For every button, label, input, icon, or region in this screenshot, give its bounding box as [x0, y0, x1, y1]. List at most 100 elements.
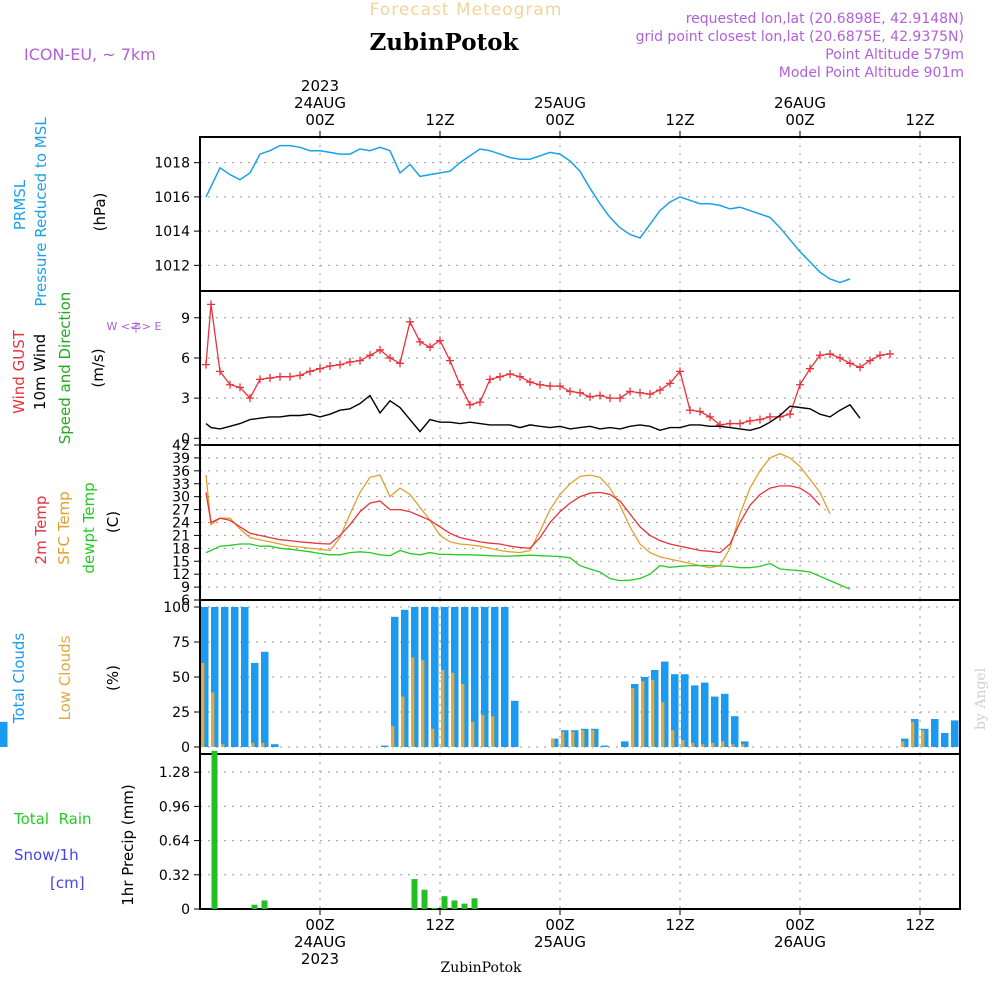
gust-marker: [366, 351, 374, 360]
gust-marker: [236, 383, 244, 392]
cloud-low-bar: [441, 670, 445, 747]
cloud-total-bar: [661, 661, 669, 747]
gust-marker: [456, 380, 464, 389]
gust-marker: [356, 356, 364, 365]
model-label: ICON-EU, ~ 7km: [24, 45, 156, 64]
y-tick-label: 9: [181, 580, 190, 596]
gust-marker: [546, 382, 554, 391]
gust-marker: [726, 419, 734, 428]
gust-marker: [656, 386, 664, 395]
gust-marker: [636, 388, 644, 397]
gust-marker: [576, 388, 584, 397]
cloud-low-bar: [411, 657, 415, 747]
y-tick-label: 0: [181, 431, 190, 447]
cloud-total-bar: [261, 651, 269, 747]
label-10m-wind: 10m Wind: [31, 334, 49, 410]
gust-marker: [596, 391, 604, 400]
gust-marker: [316, 364, 324, 373]
forecast-title: Forecast Meteogram: [370, 0, 563, 20]
gust-marker: [516, 372, 524, 381]
y-tick-label: 6: [181, 351, 190, 367]
cloud-low-bar: [251, 742, 255, 747]
y-tick-label: 0: [181, 902, 190, 918]
station-title: ZubinPotok: [370, 29, 520, 56]
y-tick-label: 18: [172, 541, 190, 557]
cloud-total-bar: [681, 674, 689, 747]
gust-marker: [216, 367, 224, 376]
gust-marker: [256, 375, 264, 384]
rain-bar: [251, 904, 258, 909]
time-label: 26AUG: [774, 933, 826, 951]
gust-marker: [406, 317, 414, 326]
compass-n: N: [130, 322, 143, 330]
time-label: 00Z: [545, 111, 574, 129]
cloud-total-bar: [231, 607, 239, 747]
cloud-total-bar: [221, 607, 229, 747]
gust-marker: [426, 343, 434, 352]
gust-marker: [336, 360, 344, 369]
cloud-total-bar: [691, 685, 699, 747]
y-tick-label: 3: [181, 391, 190, 407]
y-tick-label: 42: [172, 438, 190, 454]
gust-marker: [556, 382, 564, 391]
gust-marker: [486, 375, 494, 384]
cloud-low-bar: [721, 741, 725, 747]
model-altitude: Model Point Altitude 901m: [779, 65, 964, 81]
gust-marker: [796, 380, 804, 389]
point-altitude: Point Altitude 579m: [825, 47, 964, 63]
gust-marker: [326, 361, 334, 370]
temp2m-line: [205, 485, 821, 554]
cloud-total-bar: [431, 607, 439, 747]
cloud-total-bar: [401, 609, 409, 747]
cloud-low-bar: [571, 731, 575, 747]
label-speed-direction: Speed and Direction: [56, 292, 74, 445]
rain-bar: [471, 898, 478, 909]
cloud-low-bar: [711, 742, 715, 747]
cloud-low-bar: [731, 744, 735, 747]
cloud-total-bar: [211, 607, 219, 747]
gust-marker: [846, 359, 854, 368]
y-tick-label: 75: [172, 635, 190, 651]
gust-marker: [856, 363, 864, 372]
cloud-total-bar: [571, 730, 579, 747]
gust-marker: [202, 360, 210, 369]
panel-2: 0 3 6 9: [181, 290, 961, 447]
gust-marker: [606, 394, 614, 403]
label-total-clouds: Total Clouds: [10, 633, 28, 725]
cloud-total-bar: [271, 744, 279, 747]
y-tick-label: 0.32: [159, 868, 190, 884]
cloud-low-bar: [491, 716, 495, 747]
gust-marker: [866, 356, 874, 365]
y-tick-label: 0.64: [159, 834, 190, 850]
rain-bar: [461, 903, 468, 909]
label-hpa: (hPa): [91, 193, 109, 232]
cloud-total-bar: [941, 733, 949, 747]
y-tick-label: 9: [181, 311, 190, 327]
wind-line: [205, 394, 861, 433]
rain-bar: [261, 900, 268, 909]
dewpt-line: [205, 543, 851, 590]
cloud-total-bar: [201, 607, 209, 747]
cloud-low-bar: [201, 663, 205, 747]
cloud-low-bar: [741, 744, 745, 747]
panel-frame: [199, 753, 961, 910]
label-sfc-temp: SFC Temp: [55, 491, 73, 564]
time-label: 12Z: [905, 111, 934, 129]
gust-marker: [416, 337, 424, 346]
y-tick-label: 0: [181, 740, 190, 756]
time-label: 12Z: [425, 916, 454, 934]
cloud-total-bar: [711, 696, 719, 747]
cloud-total-bar: [731, 716, 739, 747]
panels: 1012101410161018036969121518212427303336…: [0, 136, 961, 918]
gust-marker: [786, 410, 794, 419]
gust-marker: [626, 387, 634, 396]
y-tick-label: 100: [163, 600, 190, 616]
gust-marker: [276, 372, 284, 381]
gust-marker: [376, 345, 384, 354]
cloud-low-bar: [451, 672, 455, 747]
label-percent: (%): [104, 665, 122, 691]
time-label: 00Z: [305, 111, 334, 129]
gust-marker: [566, 387, 574, 396]
